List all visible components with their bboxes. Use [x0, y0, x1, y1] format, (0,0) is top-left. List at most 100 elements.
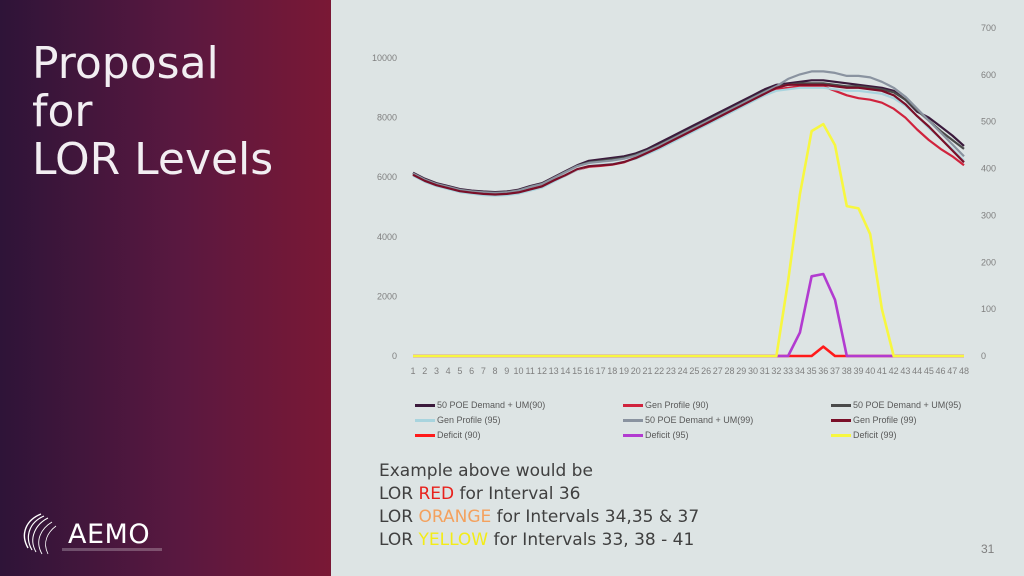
series-line	[412, 86, 965, 197]
x-tick-label: 12	[537, 366, 547, 376]
legend-item: Deficit (95)	[623, 430, 689, 440]
legend-swatch	[415, 433, 435, 437]
legend-label: Gen Profile (90)	[645, 400, 709, 410]
legend-item: Gen Profile (95)	[415, 415, 501, 425]
y-left-tick-label: 8000	[377, 113, 397, 123]
x-tick-label: 36	[818, 366, 828, 376]
x-tick-label: 16	[584, 366, 594, 376]
x-tick-label: 33	[783, 366, 793, 376]
legend-swatch	[415, 418, 435, 422]
note-suffix: for Interval 36	[454, 484, 581, 504]
title-line: LOR Levels	[32, 134, 274, 185]
x-tick-label: 37	[830, 366, 840, 376]
logo-text: AEMO	[68, 518, 151, 550]
legend-item: Deficit (90)	[415, 430, 481, 440]
x-tick-label: 10	[514, 366, 524, 376]
title-panel: Proposal for LOR Levels AEMO	[0, 0, 331, 576]
y-right-tick-label: 300	[981, 210, 996, 220]
x-tick-label: 6	[469, 366, 474, 376]
x-tick-label: 27	[713, 366, 723, 376]
legend-label: Deficit (90)	[437, 430, 481, 440]
legend-item: Deficit (99)	[831, 430, 897, 440]
x-tick-label: 20	[631, 366, 641, 376]
series-line	[413, 122, 964, 358]
x-tick-label: 9	[504, 366, 509, 376]
x-tick-label: 1	[410, 366, 415, 376]
lor-orange-label: ORANGE	[418, 507, 492, 527]
x-tick-label: 39	[853, 366, 863, 376]
legend-swatch	[415, 403, 435, 407]
legend-item: Gen Profile (90)	[623, 400, 709, 410]
x-tick-label: 25	[689, 366, 699, 376]
legend-label: 50 POE Demand + UM(95)	[853, 400, 962, 410]
legend-swatch	[831, 403, 851, 407]
note-line-3: LOR ORANGE for Intervals 34,35 & 37	[379, 506, 699, 529]
x-tick-label: 40	[865, 366, 875, 376]
legend-label: Deficit (99)	[853, 430, 897, 440]
y-right-tick-label: 400	[981, 164, 996, 174]
x-tick-label: 22	[654, 366, 664, 376]
x-tick-label: 2	[422, 366, 427, 376]
x-tick-label: 5	[457, 366, 462, 376]
x-tick-label: 32	[771, 366, 781, 376]
x-tick-label: 4	[446, 366, 451, 376]
logo-tagline	[62, 548, 162, 551]
x-tick-label: 17	[596, 366, 606, 376]
legend-swatch	[623, 403, 643, 407]
aemo-swirl-icon	[23, 513, 57, 555]
note-line-2: LOR RED for Interval 36	[379, 483, 699, 506]
x-tick-label: 26	[701, 366, 711, 376]
legend-label: Gen Profile (99)	[853, 415, 917, 425]
x-tick-label: 42	[889, 366, 899, 376]
legend-label: Gen Profile (95)	[437, 415, 501, 425]
legend-swatch	[831, 418, 851, 422]
title-line: for	[32, 86, 93, 137]
y-right-tick-label: 600	[981, 70, 996, 80]
slide-title: Proposal for LOR Levels	[32, 40, 273, 184]
x-tick-label: 29	[736, 366, 746, 376]
note-line-1: Example above would be	[379, 461, 593, 481]
series-line	[412, 85, 965, 196]
y-right-tick-label: 100	[981, 304, 996, 314]
series-line	[413, 272, 964, 358]
example-note: Example above would be LOR RED for Inter…	[379, 460, 699, 552]
x-tick-label: 14	[560, 366, 570, 376]
legend-swatch	[623, 418, 643, 422]
series-line	[412, 82, 965, 194]
legend-label: Deficit (95)	[645, 430, 689, 440]
x-tick-label: 28	[725, 366, 735, 376]
x-tick-label: 34	[795, 366, 805, 376]
y-left-tick-label: 10000	[372, 53, 397, 63]
x-tick-label: 15	[572, 366, 582, 376]
legend-label: 50 POE Demand + UM(99)	[645, 415, 754, 425]
note-prefix: LOR	[379, 507, 419, 527]
chart-panel	[331, 0, 1024, 576]
y-left-tick-label: 4000	[377, 232, 397, 242]
x-tick-label: 41	[877, 366, 887, 376]
x-tick-label: 18	[607, 366, 617, 376]
series-line	[412, 79, 965, 194]
y-right-tick-label: 0	[981, 351, 986, 361]
x-tick-label: 44	[912, 366, 922, 376]
x-tick-label: 19	[619, 366, 629, 376]
x-tick-label: 3	[434, 366, 439, 376]
note-suffix: for Intervals 33, 38 - 41	[488, 530, 695, 550]
series-line	[413, 345, 964, 358]
x-tick-label: 31	[760, 366, 770, 376]
x-tick-label: 21	[642, 366, 652, 376]
legend-item: 50 POE Demand + UM(95)	[831, 400, 961, 410]
y-left-tick-label: 2000	[377, 291, 397, 301]
title-line: Proposal	[32, 38, 219, 89]
note-prefix: LOR	[379, 530, 419, 550]
legend-item: 50 POE Demand + UM(99)	[623, 415, 753, 425]
note-line-4: LOR YELLOW for Intervals 33, 38 - 41	[379, 529, 699, 552]
page-number: 31	[981, 542, 995, 556]
lor-chart: 0 2000 4000 6000 8000 10000 0 100 200 300 400 500 60…	[372, 23, 996, 376]
x-tick-label: 7	[481, 366, 486, 376]
legend-label: 50 POE Demand + UM(90)	[437, 400, 546, 410]
x-tick-label: 8	[493, 366, 498, 376]
x-tick-label: 43	[900, 366, 910, 376]
legend-swatch	[831, 433, 851, 437]
y-left-tick-label: 6000	[377, 172, 397, 182]
x-tick-label: 23	[666, 366, 676, 376]
